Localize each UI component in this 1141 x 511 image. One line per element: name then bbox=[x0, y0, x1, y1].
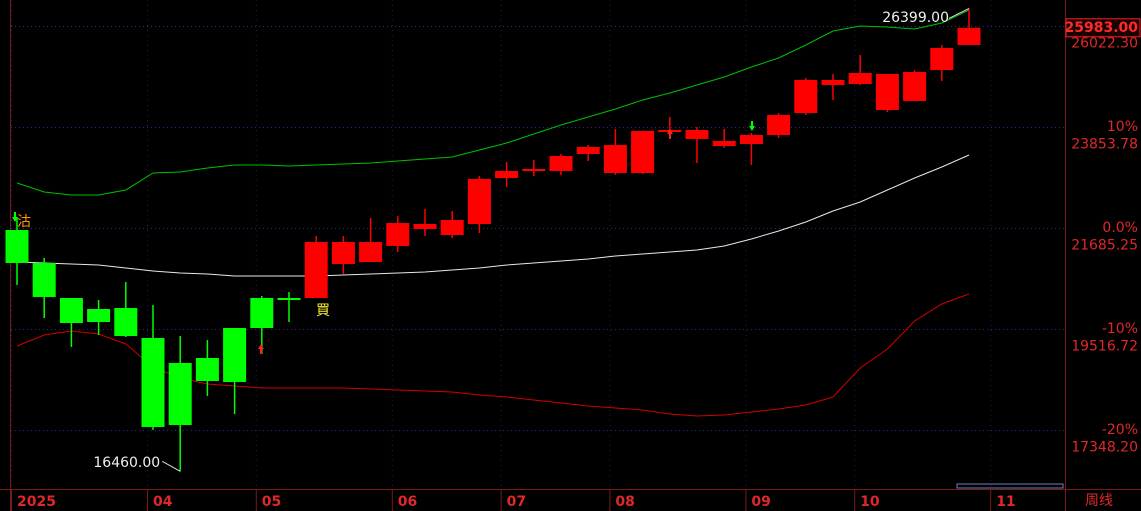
x-tick-label: 07 bbox=[507, 494, 526, 510]
price-tick-label: 17348.20 bbox=[1071, 440, 1138, 456]
x-tick-label: 05 bbox=[262, 494, 281, 510]
candle-body bbox=[413, 223, 437, 230]
candle-body bbox=[631, 130, 655, 173]
price-tick-label: 23853.78 bbox=[1071, 137, 1138, 153]
candle-body bbox=[331, 242, 355, 265]
x-tick-label: 11 bbox=[996, 494, 1015, 510]
price-tick-label: 26022.30 bbox=[1071, 36, 1138, 52]
max-leader bbox=[948, 7, 970, 19]
y-tick-label: -20% bbox=[1102, 422, 1138, 438]
candle-body bbox=[359, 242, 383, 263]
x-tick-label: 10 bbox=[860, 494, 880, 510]
y-tick-label: -10% bbox=[1102, 321, 1138, 337]
last-price-label: 25983.00 bbox=[1064, 20, 1138, 36]
candle-body bbox=[875, 73, 899, 110]
x-tick-label: 04 bbox=[153, 494, 173, 510]
annotation: 買 bbox=[316, 303, 330, 319]
candle-body bbox=[467, 178, 491, 224]
candle-body bbox=[59, 298, 83, 324]
candle-body bbox=[141, 338, 165, 428]
band-line bbox=[16, 154, 970, 277]
max-label: 26399.00 bbox=[882, 10, 949, 26]
annotation: 沽 bbox=[17, 214, 31, 230]
candle-body bbox=[386, 223, 410, 246]
candle-body bbox=[168, 362, 192, 426]
candle-body bbox=[739, 134, 763, 145]
candle-body bbox=[223, 328, 247, 382]
candle-body bbox=[930, 47, 954, 71]
candle-body bbox=[195, 357, 219, 382]
candle-body bbox=[87, 308, 111, 322]
candle-body bbox=[32, 262, 56, 297]
candle-body bbox=[549, 155, 573, 171]
candle-body bbox=[440, 219, 464, 235]
candle-body bbox=[304, 242, 328, 299]
candle-body bbox=[114, 308, 138, 337]
signal-arrow bbox=[667, 129, 673, 139]
candle-body bbox=[250, 298, 274, 329]
candle-body bbox=[5, 230, 29, 263]
candle-body bbox=[848, 72, 872, 84]
band-line bbox=[16, 9, 970, 196]
signal-arrow bbox=[749, 121, 755, 131]
candle-body bbox=[957, 27, 981, 45]
candle-body bbox=[821, 79, 845, 86]
candle-body bbox=[576, 147, 600, 154]
scrollbar[interactable] bbox=[956, 483, 1064, 489]
period-label: 周线 bbox=[1085, 493, 1113, 509]
y-tick-label: 10% bbox=[1107, 119, 1138, 135]
candle-body bbox=[522, 168, 546, 171]
min-label: 16460.00 bbox=[93, 455, 160, 471]
min-leader bbox=[161, 460, 181, 472]
x-tick-label: 2025 bbox=[17, 494, 56, 510]
candle-body bbox=[685, 129, 709, 139]
x-tick-label: 06 bbox=[398, 494, 417, 510]
candle-body bbox=[277, 298, 301, 301]
candle-body bbox=[794, 79, 818, 113]
price-tick-label: 19516.72 bbox=[1071, 339, 1138, 355]
candle-body bbox=[603, 144, 627, 173]
y-tick-label: 0.0% bbox=[1102, 220, 1138, 236]
candle-body bbox=[767, 115, 791, 135]
signal-arrow bbox=[12, 212, 18, 222]
candle-body bbox=[903, 71, 927, 101]
signal-arrow bbox=[258, 344, 264, 354]
x-tick-label: 09 bbox=[751, 494, 770, 510]
last-price-box bbox=[1065, 18, 1141, 38]
price-tick-label: 21685.25 bbox=[1071, 238, 1138, 254]
candle-body bbox=[495, 170, 519, 179]
x-tick-label: 08 bbox=[615, 494, 634, 510]
candle-body bbox=[712, 140, 736, 146]
